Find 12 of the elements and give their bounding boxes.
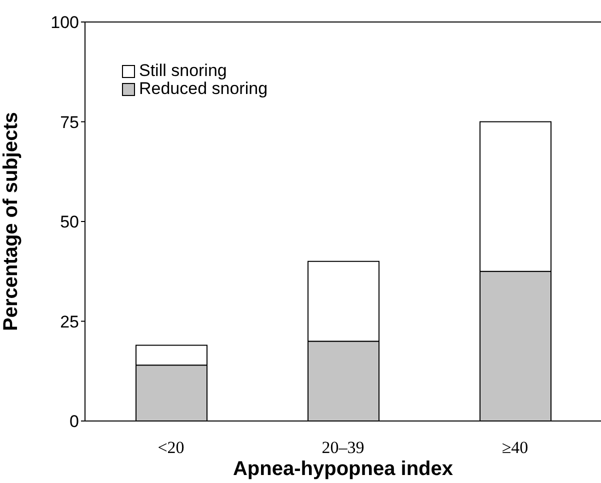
- x-axis-title: Apnea-hypopnea index: [232, 458, 454, 480]
- y-tick-label: 25: [60, 312, 79, 332]
- x-tick-label: 20–39: [322, 438, 364, 458]
- x-tick-label: <20: [158, 438, 184, 458]
- x-tick-label: ≥40: [502, 438, 528, 458]
- legend-label: Reduced snoring: [139, 79, 268, 98]
- y-tick-label: 0: [70, 412, 79, 432]
- y-axis-title: Percentage of subjects: [0, 112, 22, 331]
- y-tick-label: 75: [60, 112, 79, 132]
- legend-label: Still snoring: [139, 61, 227, 80]
- y-tick-label: 100: [50, 13, 79, 32]
- y-tick-label: 50: [60, 212, 79, 232]
